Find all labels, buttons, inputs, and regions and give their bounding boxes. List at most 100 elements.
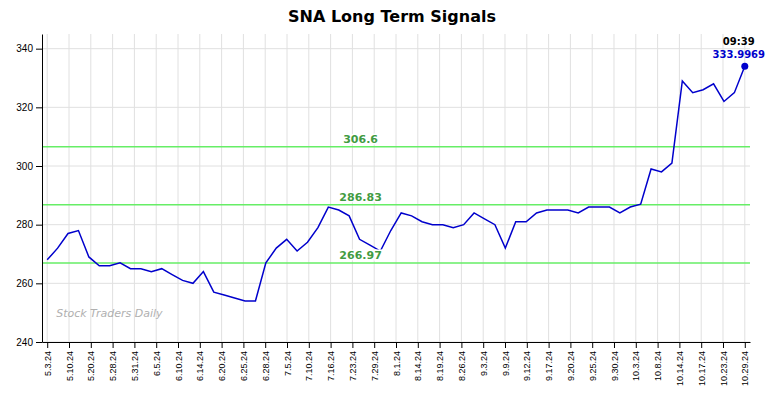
x-tick-mark — [309, 342, 310, 348]
grid-line-x — [156, 34, 157, 342]
x-tick: 6.28.24 — [261, 342, 271, 381]
grid-line-x — [417, 34, 418, 342]
grid-line-x — [570, 34, 571, 342]
y-tick-mark — [36, 166, 42, 167]
grid-line-x — [265, 34, 266, 342]
x-tick-mark — [483, 342, 484, 348]
x-tick-label: 5.31.24 — [130, 351, 140, 381]
signal-line — [42, 146, 750, 148]
x-tick: 5.20.24 — [86, 342, 96, 381]
grid-line-x — [287, 34, 288, 342]
x-tick: 7.29.24 — [370, 342, 380, 381]
grid-line-x — [592, 34, 593, 342]
grid-line-x — [613, 34, 614, 342]
chart: 5.3.245.10.245.20.245.28.245.31.246.5.24… — [0, 0, 784, 398]
y-tick-label: 320 — [16, 102, 33, 113]
x-tick-label: 9.20.24 — [566, 351, 576, 381]
x-tick-label: 10.29.24 — [740, 351, 750, 386]
x-tick: 6.10.24 — [174, 342, 184, 381]
grid-line-x — [221, 34, 222, 342]
grid-line-x — [744, 34, 745, 342]
labels: 266.97286.83306.609:39333.9969Stock Trad… — [56, 36, 765, 320]
x-tick-label: 7.16.24 — [326, 351, 336, 381]
grid-line-x — [69, 34, 70, 342]
x-tick-label: 7.5.24 — [283, 351, 293, 376]
x-tick-mark — [418, 342, 419, 348]
grid-line-x — [548, 34, 549, 342]
plot: 5.3.245.10.245.20.245.28.245.31.246.5.24… — [16, 34, 765, 386]
x-tick-label: 6.14.24 — [195, 351, 205, 381]
x-tick-mark — [287, 342, 288, 348]
x-tick-label: 7.29.24 — [370, 351, 380, 381]
grid-line-x — [679, 34, 680, 342]
x-tick-mark — [134, 342, 135, 348]
grid-line-x — [199, 34, 200, 342]
x-tick: 9.25.24 — [588, 342, 598, 381]
annotation: 09:39 — [723, 36, 755, 47]
y-tick: 340 — [16, 43, 42, 54]
grid-line-x — [483, 34, 484, 342]
x-tick-mark — [679, 342, 680, 348]
x-tick-label: 5.3.24 — [43, 351, 53, 376]
grid-line-x — [178, 34, 179, 342]
x-tick-label: 6.28.24 — [261, 351, 271, 381]
x-tick-mark — [222, 342, 223, 348]
x-tick: 9.9.24 — [501, 342, 511, 376]
x-tick-mark — [592, 342, 593, 348]
x-tick-label: 9.30.24 — [610, 351, 620, 381]
x-tick: 6.25.24 — [239, 342, 249, 381]
x-tick-mark — [527, 342, 528, 348]
grid-line-x — [722, 34, 723, 342]
x-tick: 9.3.24 — [479, 342, 489, 376]
title: SNA Long Term Signals — [288, 7, 496, 26]
x-tick-mark — [701, 342, 702, 348]
x-tick-label: 8.14.24 — [413, 351, 423, 381]
grid-line-x — [526, 34, 527, 342]
x-tick-mark — [156, 342, 157, 348]
y-tick: 280 — [16, 219, 42, 230]
y-tick-label: 240 — [16, 337, 33, 348]
x-tick: 8.1.24 — [392, 342, 402, 376]
x-tick-mark — [396, 342, 397, 348]
x-tick-mark — [614, 342, 615, 348]
x-tick-label: 9.17.24 — [544, 351, 554, 381]
x-tick: 10.8.24 — [653, 342, 663, 381]
x-tick: 10.29.24 — [740, 342, 750, 386]
x-axis: 5.3.245.10.245.20.245.28.245.31.246.5.24… — [43, 342, 751, 386]
grid-line-x — [439, 34, 440, 342]
grid-line-x — [47, 34, 48, 342]
y-tick: 260 — [16, 278, 42, 289]
annotation: 333.9969 — [713, 49, 766, 60]
x-tick-label: 10.14.24 — [675, 351, 685, 386]
y-tick-mark — [36, 49, 42, 50]
signal-line — [42, 262, 750, 264]
last-point — [741, 63, 748, 70]
grid-line-x — [330, 34, 331, 342]
marks — [42, 63, 750, 301]
x-tick-mark — [636, 342, 637, 348]
x-tick: 7.5.24 — [283, 342, 293, 376]
x-tick: 8.26.24 — [457, 342, 467, 381]
signal-label: 266.97 — [339, 249, 381, 262]
x-tick-label: 10.8.24 — [653, 351, 663, 381]
x-tick: 9.30.24 — [610, 342, 620, 381]
x-tick-label: 9.25.24 — [588, 351, 598, 381]
x-tick-mark — [178, 342, 179, 348]
x-tick-mark — [243, 342, 244, 348]
x-tick-mark — [745, 342, 746, 348]
x-tick: 10.14.24 — [675, 342, 685, 386]
x-tick-label: 5.10.24 — [65, 351, 75, 381]
y-tick: 300 — [16, 161, 42, 172]
grid-line-x — [243, 34, 244, 342]
grid-line-x — [352, 34, 353, 342]
price-line — [47, 66, 745, 301]
grid-line-x — [308, 34, 309, 342]
x-tick-label: 6.25.24 — [239, 351, 249, 381]
x-tick-label: 9.9.24 — [501, 351, 511, 376]
x-tick: 6.14.24 — [195, 342, 205, 381]
signal-label: 306.6 — [343, 133, 378, 146]
x-tick-label: 10.17.24 — [697, 351, 707, 386]
x-tick-mark — [265, 342, 266, 348]
x-tick: 9.17.24 — [544, 342, 554, 381]
grid-line-x — [112, 34, 113, 342]
